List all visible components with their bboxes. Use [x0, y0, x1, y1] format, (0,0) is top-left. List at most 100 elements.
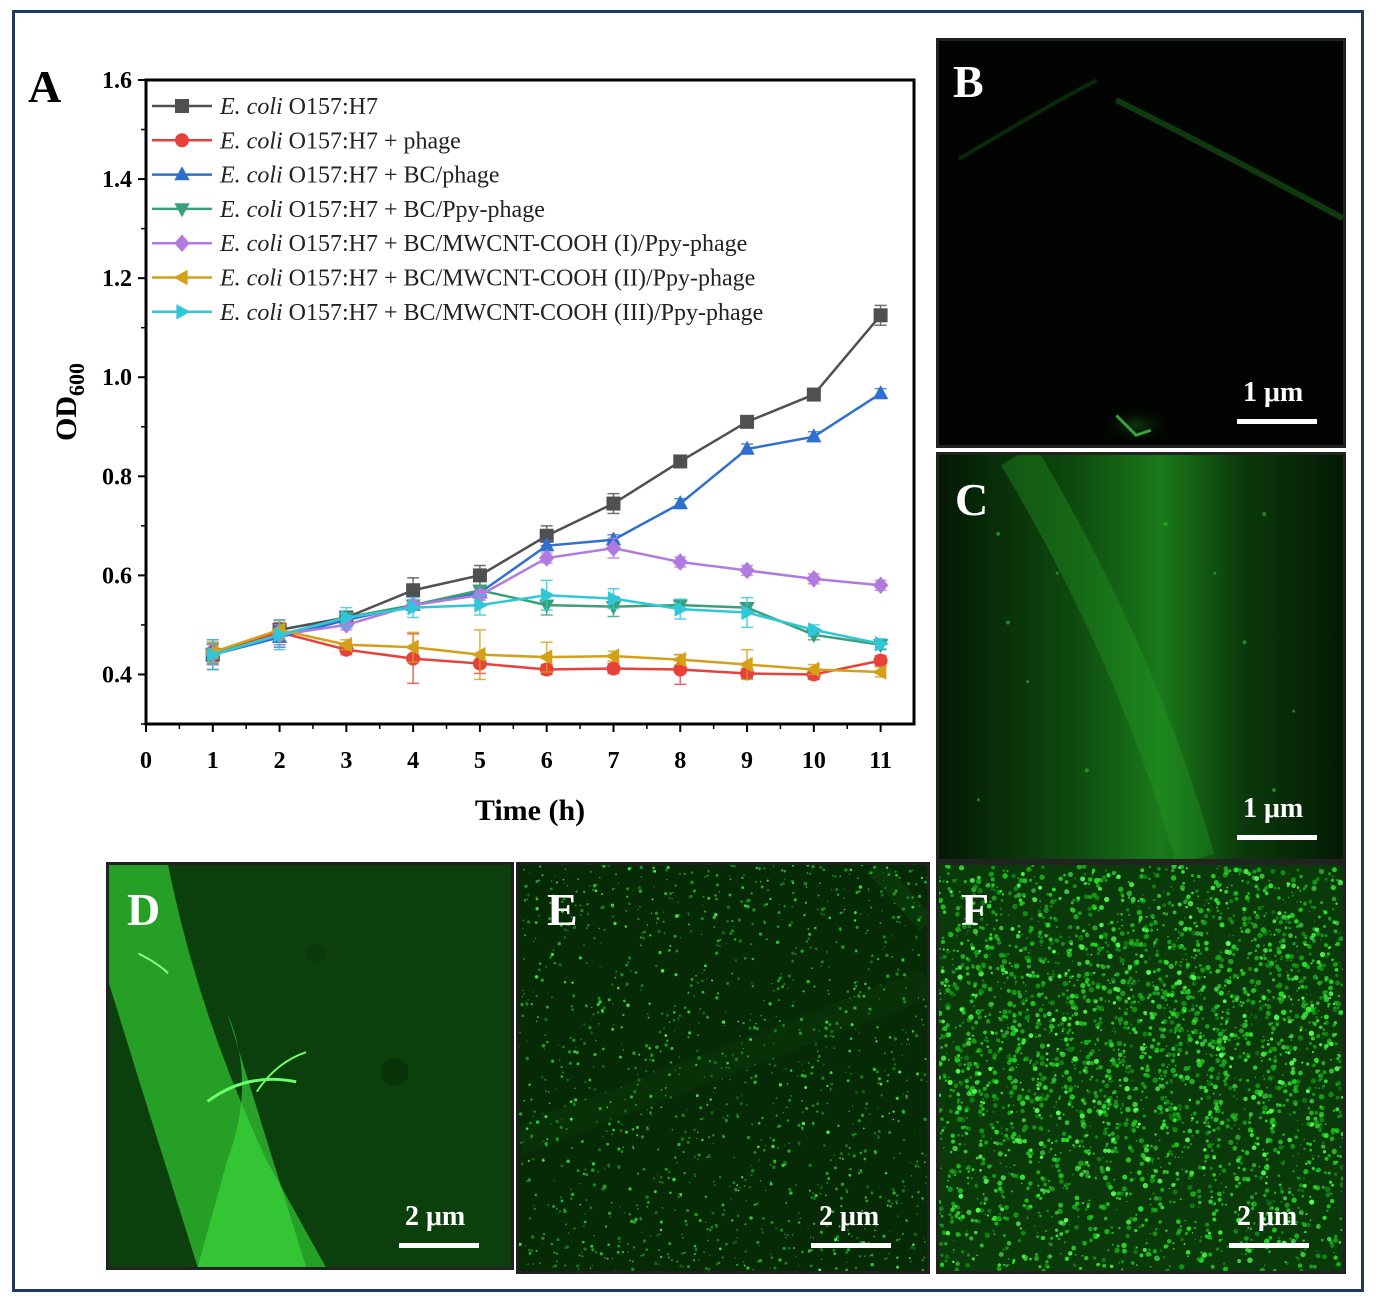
data-point-series-1 — [472, 568, 487, 583]
scale-bar-e — [811, 1243, 891, 1248]
legend-marker-4 — [174, 203, 190, 218]
data-point-series-1 — [873, 308, 888, 323]
legend-label-2: E. coli O157:H7 + phage — [219, 128, 461, 154]
data-point-series-6 — [337, 637, 352, 653]
x-tick-label: 8 — [674, 748, 686, 774]
x-tick-label: 1 — [207, 748, 219, 774]
data-point-series-5 — [739, 561, 755, 580]
scale-label-f: 2 μm — [1237, 1201, 1298, 1232]
data-point-series-7 — [674, 601, 689, 617]
data-point-series-7 — [340, 609, 355, 626]
micrograph-c: C 1 μm — [936, 452, 1346, 862]
x-tick-label: 4 — [407, 748, 419, 774]
scale-bar-d — [399, 1243, 479, 1248]
plot-area-frame — [144, 78, 916, 726]
data-point-series-7 — [607, 590, 622, 607]
legend-label-3: E. coli O157:H7 + BC/phage — [219, 163, 500, 189]
data-point-series-5 — [605, 539, 622, 557]
panel-label-f: F — [961, 884, 990, 935]
panel-label-d: D — [127, 884, 161, 935]
y-tick-label: 0.6 — [102, 563, 132, 589]
data-point-series-5 — [872, 576, 889, 595]
scale-label-e: 2 μm — [819, 1201, 880, 1232]
data-point-series-6 — [404, 639, 419, 655]
data-point-series-6 — [738, 656, 753, 673]
data-point-series-7 — [875, 636, 890, 652]
legend-label-5: E. coli O157:H7 + BC/MWCNT-COOH (I)/Ppy-… — [219, 231, 747, 257]
data-point-series-1 — [740, 414, 755, 429]
data-point-series-5 — [538, 549, 555, 567]
data-point-series-2 — [873, 653, 888, 668]
legend-label-7: E. coli O157:H7 + BC/MWCNT-COOH (III)/Pp… — [219, 300, 763, 326]
data-point-series-1 — [406, 583, 421, 598]
data-point-series-6 — [605, 648, 620, 664]
data-point-series-1 — [806, 387, 821, 402]
legend-label-1: E. coli O157:H7 — [219, 94, 378, 120]
y-tick-label: 0.8 — [102, 464, 132, 490]
legend-marker-1 — [175, 99, 189, 113]
data-point-series-3 — [672, 495, 688, 510]
scale-label-d: 2 μm — [405, 1201, 466, 1232]
x-tick-label: 6 — [541, 748, 553, 774]
x-tick-label: 3 — [340, 748, 352, 774]
data-point-series-7 — [407, 599, 422, 616]
data-point-series-2 — [606, 661, 621, 676]
data-point-series-3 — [538, 537, 555, 552]
scale-bar-c — [1237, 835, 1317, 840]
data-point-series-7 — [741, 604, 756, 621]
data-point-series-7 — [808, 622, 823, 638]
legend-marker-5 — [174, 234, 190, 252]
micrograph-e: E 2 μm — [516, 862, 930, 1274]
micrograph-d: D 2 μm — [106, 862, 514, 1270]
y-axis-title: OD600 — [50, 363, 89, 441]
panel-label-c: C — [955, 474, 989, 525]
data-point-series-3 — [739, 440, 755, 455]
data-point-series-3 — [806, 428, 822, 443]
x-tick-label: 5 — [474, 748, 486, 774]
data-point-series-6 — [471, 646, 486, 663]
x-tick-label: 10 — [802, 748, 826, 774]
data-point-series-7 — [541, 587, 556, 603]
x-tick-label: 9 — [741, 748, 753, 774]
y-tick-label: 0.4 — [102, 662, 132, 688]
data-point-series-1 — [606, 496, 621, 511]
legend-marker-3 — [174, 166, 190, 181]
x-tick-label: 7 — [607, 748, 619, 774]
y-tick-label: 1.4 — [102, 167, 132, 193]
growth-curve-chart: 0 1 2 3 4 5 6 7 8 9 10 11 0.4 0.6 0.8 1.0 1.2 1.4 1.6 Time … — [50, 68, 916, 827]
data-point-series-7 — [273, 627, 288, 643]
data-point-series-6 — [671, 651, 686, 668]
data-point-series-7 — [207, 646, 222, 663]
x-tick-label: 2 — [274, 748, 286, 774]
legend-marker-6 — [173, 269, 188, 286]
panel-label-a: A — [28, 61, 62, 112]
legend-marker-2 — [175, 133, 189, 148]
data-point-series-3 — [872, 385, 889, 400]
data-point-series-5 — [672, 553, 688, 571]
micrograph-f: F 2 μm — [936, 862, 1346, 1274]
micrograph-b: B 1 μm — [936, 38, 1346, 448]
data-point-series-5 — [806, 570, 822, 588]
x-axis-title: Time (h) — [475, 794, 585, 827]
figure-frame — [12, 10, 1364, 1292]
data-point-series-1 — [539, 528, 554, 543]
legend-label-6: E. coli O157:H7 + BC/MWCNT-COOH (II)/Ppy… — [219, 266, 755, 292]
legend-label-4: E. coli O157:H7 + BC/Ppy-phage — [219, 197, 545, 223]
legend-marker-7 — [176, 304, 191, 320]
x-tick-label: 0 — [140, 748, 152, 774]
scale-label-b: 1 μm — [1243, 377, 1304, 408]
data-point-series-6 — [538, 649, 553, 665]
panel-label-b: B — [953, 56, 984, 107]
data-point-series-6 — [872, 664, 887, 680]
data-point-series-6 — [805, 661, 820, 678]
panel-label-e: E — [547, 884, 578, 935]
scale-bar-b — [1237, 419, 1317, 424]
data-point-series-1 — [673, 454, 688, 469]
y-tick-label: 1.2 — [102, 266, 132, 292]
y-tick-label: 1.6 — [102, 68, 132, 94]
scale-label-c: 1 μm — [1243, 793, 1304, 824]
x-tick-label: 11 — [869, 748, 892, 774]
y-tick-label: 1.0 — [102, 365, 132, 391]
data-point-series-7 — [474, 597, 489, 613]
scale-bar-f — [1229, 1243, 1309, 1248]
